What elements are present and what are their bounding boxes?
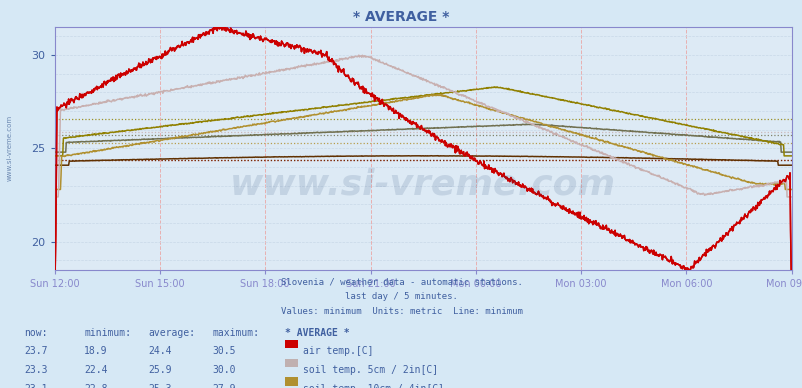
Text: soil temp. 10cm / 4in[C]: soil temp. 10cm / 4in[C]: [302, 384, 444, 388]
Text: www.si-vreme.com: www.si-vreme.com: [230, 168, 615, 202]
Text: * AVERAGE *: * AVERAGE *: [353, 10, 449, 24]
Text: * AVERAGE *: * AVERAGE *: [285, 328, 349, 338]
Text: www.si-vreme.com: www.si-vreme.com: [6, 114, 12, 180]
Text: 27.9: 27.9: [213, 384, 236, 388]
Text: last day / 5 minutes.: last day / 5 minutes.: [345, 292, 457, 301]
Text: Values: minimum  Units: metric  Line: minimum: Values: minimum Units: metric Line: mini…: [280, 307, 522, 316]
Text: minimum:: minimum:: [84, 328, 132, 338]
Text: soil temp. 5cm / 2in[C]: soil temp. 5cm / 2in[C]: [302, 365, 437, 375]
Text: 25.3: 25.3: [148, 384, 172, 388]
Text: 30.5: 30.5: [213, 346, 236, 357]
Text: 22.8: 22.8: [84, 384, 107, 388]
Text: 24.4: 24.4: [148, 346, 172, 357]
Text: 23.3: 23.3: [24, 365, 47, 375]
Text: 23.7: 23.7: [24, 346, 47, 357]
Text: Slovenia / weather data - automatic stations.: Slovenia / weather data - automatic stat…: [280, 277, 522, 286]
Text: 22.4: 22.4: [84, 365, 107, 375]
Text: now:: now:: [24, 328, 47, 338]
Text: air temp.[C]: air temp.[C]: [302, 346, 373, 357]
Text: 25.9: 25.9: [148, 365, 172, 375]
Text: 23.1: 23.1: [24, 384, 47, 388]
Text: average:: average:: [148, 328, 196, 338]
Text: 30.0: 30.0: [213, 365, 236, 375]
Text: maximum:: maximum:: [213, 328, 260, 338]
Text: 18.9: 18.9: [84, 346, 107, 357]
